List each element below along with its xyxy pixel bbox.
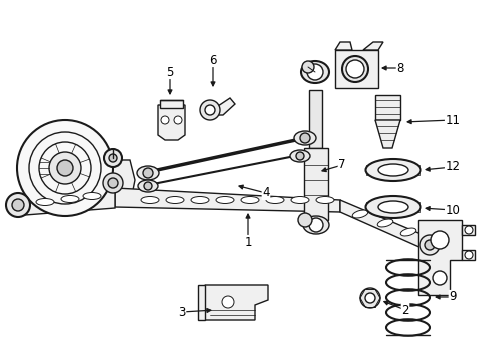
Polygon shape bbox=[204, 285, 267, 320]
Polygon shape bbox=[461, 225, 474, 235]
Circle shape bbox=[17, 120, 113, 216]
Circle shape bbox=[464, 226, 472, 234]
Polygon shape bbox=[160, 100, 183, 108]
Ellipse shape bbox=[351, 210, 367, 218]
Polygon shape bbox=[374, 95, 399, 120]
Ellipse shape bbox=[365, 159, 420, 181]
Circle shape bbox=[57, 160, 73, 176]
Polygon shape bbox=[158, 105, 184, 140]
Circle shape bbox=[419, 235, 439, 255]
Ellipse shape bbox=[61, 195, 79, 202]
Text: 8: 8 bbox=[395, 62, 403, 75]
Text: 2: 2 bbox=[401, 303, 408, 316]
Ellipse shape bbox=[265, 197, 284, 203]
Polygon shape bbox=[308, 90, 321, 148]
Text: 12: 12 bbox=[445, 161, 460, 174]
Text: 4: 4 bbox=[262, 186, 269, 199]
Ellipse shape bbox=[241, 197, 259, 203]
Circle shape bbox=[143, 182, 152, 190]
Ellipse shape bbox=[141, 197, 159, 203]
Circle shape bbox=[222, 296, 234, 308]
Circle shape bbox=[295, 152, 304, 160]
Text: 5: 5 bbox=[166, 66, 173, 78]
Ellipse shape bbox=[399, 228, 415, 236]
Circle shape bbox=[359, 288, 379, 308]
Circle shape bbox=[297, 213, 311, 227]
Polygon shape bbox=[304, 148, 327, 220]
Ellipse shape bbox=[341, 56, 367, 82]
Ellipse shape bbox=[303, 216, 328, 234]
Polygon shape bbox=[461, 250, 474, 260]
Polygon shape bbox=[339, 200, 429, 252]
Polygon shape bbox=[334, 42, 351, 50]
Polygon shape bbox=[334, 50, 377, 88]
Circle shape bbox=[299, 133, 309, 143]
Text: 3: 3 bbox=[178, 306, 185, 319]
Ellipse shape bbox=[290, 197, 308, 203]
Ellipse shape bbox=[138, 180, 158, 192]
Circle shape bbox=[302, 61, 313, 73]
Circle shape bbox=[161, 116, 169, 124]
Polygon shape bbox=[198, 285, 204, 320]
Text: 1: 1 bbox=[244, 235, 251, 248]
Circle shape bbox=[174, 116, 182, 124]
Circle shape bbox=[464, 251, 472, 259]
Circle shape bbox=[432, 271, 446, 285]
Ellipse shape bbox=[377, 164, 407, 176]
Text: 11: 11 bbox=[445, 113, 460, 126]
Circle shape bbox=[308, 218, 323, 232]
Circle shape bbox=[204, 105, 215, 115]
Ellipse shape bbox=[216, 197, 234, 203]
Ellipse shape bbox=[315, 197, 333, 203]
Text: 10: 10 bbox=[445, 203, 460, 216]
Circle shape bbox=[424, 240, 434, 250]
Circle shape bbox=[346, 60, 363, 78]
Ellipse shape bbox=[165, 197, 183, 203]
Circle shape bbox=[364, 293, 374, 303]
Text: 7: 7 bbox=[338, 158, 345, 171]
Circle shape bbox=[12, 199, 24, 211]
Ellipse shape bbox=[191, 197, 208, 203]
Circle shape bbox=[109, 154, 117, 162]
Circle shape bbox=[108, 178, 118, 188]
Ellipse shape bbox=[301, 61, 328, 83]
Polygon shape bbox=[417, 220, 461, 295]
Ellipse shape bbox=[377, 201, 407, 213]
Circle shape bbox=[200, 100, 220, 120]
Ellipse shape bbox=[365, 196, 420, 218]
Polygon shape bbox=[374, 120, 399, 148]
Ellipse shape bbox=[293, 131, 315, 145]
Text: 6: 6 bbox=[209, 54, 216, 67]
Polygon shape bbox=[218, 98, 235, 115]
Polygon shape bbox=[95, 160, 135, 205]
Circle shape bbox=[104, 149, 122, 167]
Polygon shape bbox=[365, 165, 419, 175]
Polygon shape bbox=[115, 188, 339, 212]
Circle shape bbox=[306, 64, 323, 80]
Circle shape bbox=[6, 193, 30, 217]
Circle shape bbox=[142, 168, 153, 178]
Polygon shape bbox=[365, 202, 419, 212]
Ellipse shape bbox=[83, 193, 101, 199]
Circle shape bbox=[430, 231, 448, 249]
Text: 9: 9 bbox=[448, 291, 456, 303]
Circle shape bbox=[49, 152, 81, 184]
Ellipse shape bbox=[36, 198, 54, 206]
Ellipse shape bbox=[376, 219, 392, 227]
Ellipse shape bbox=[289, 150, 309, 162]
Polygon shape bbox=[20, 188, 115, 215]
Circle shape bbox=[103, 173, 123, 193]
Ellipse shape bbox=[137, 166, 159, 180]
Polygon shape bbox=[362, 42, 382, 50]
